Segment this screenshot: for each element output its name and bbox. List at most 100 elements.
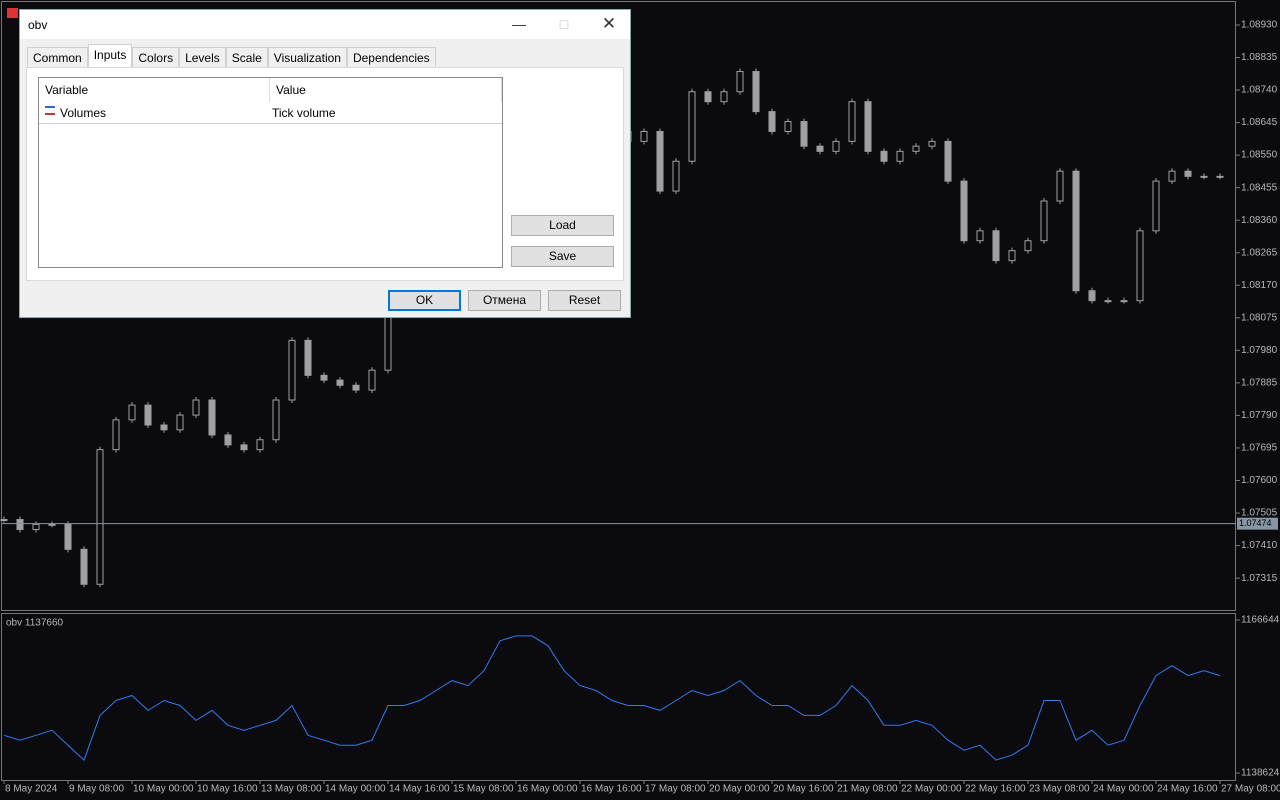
dialog: obv — □ ✕ Common Inputs Colors Levels Scale V… [19,9,631,318]
x-tick-label: 14 May 00:00 [325,784,386,795]
y-tick-label: 1138624 [1241,768,1280,779]
current-price-box [1237,517,1278,530]
candle-body [144,404,152,426]
title-bar: obv — □ ✕ [20,10,630,39]
value-cell[interactable]: Tick volume [272,106,336,120]
y-tick-label: 1.08835 [1241,52,1278,63]
y-tick-label: 1.08550 [1241,150,1278,161]
candle-body [656,130,664,192]
candle-body [880,150,888,162]
y-tick-label: 1.07980 [1241,345,1278,356]
candle-body [64,523,72,550]
x-tick-label: 24 May 00:00 [1093,784,1154,795]
candle-body [368,369,376,391]
candle-body [672,160,680,192]
x-tick-label: 13 May 08:00 [261,784,322,795]
candle-body [352,384,360,391]
load-button[interactable]: Load [511,215,614,236]
candle-body [256,439,264,451]
candle-body [688,91,696,162]
tab[interactable]: Dependencies [346,47,436,68]
indicator-pane-frame [1,613,1236,781]
candle-body [1136,230,1144,302]
tab[interactable]: Scale [225,47,268,68]
chart-icon [7,8,18,18]
obv-line [3,635,1221,761]
candle-body [768,111,776,132]
candle-body [1184,170,1192,177]
x-tick-label: 10 May 00:00 [133,784,194,795]
x-tick-label: 23 May 08:00 [1029,784,1090,795]
candle-body [1216,175,1224,178]
y-tick-label: 1.07505 [1241,508,1278,519]
x-tick-label: 20 May 16:00 [773,784,834,795]
column-header[interactable]: Value [270,78,502,102]
y-tick-label: 1.08360 [1241,215,1278,226]
y-tick-label: 1.08265 [1241,247,1278,258]
minimize[interactable]: — [512,16,526,32]
candle-body [1152,180,1160,232]
candle-body [224,434,232,446]
x-tick-label: 10 May 16:00 [197,784,258,795]
candle-body [896,150,904,162]
tab[interactable]: Common [27,47,88,68]
y-tick-label: 1.07790 [1241,410,1278,421]
tab[interactable]: Visualization [267,47,347,68]
x-tick-label: 20 May 00:00 [709,784,770,795]
candle-body [1120,300,1128,303]
candle-body [1104,300,1112,303]
y-tick-label: 1.08740 [1241,85,1278,96]
candle-body [160,424,168,431]
candle-body [992,230,1000,262]
candle-body [848,101,856,142]
save-button[interactable]: Save [511,246,614,267]
candle-body [784,121,792,132]
reset-button[interactable]: Reset [548,290,621,311]
x-tick-label: 27 May 08:00 [1221,784,1280,795]
candle-body [304,339,312,376]
candle-body [752,71,760,113]
cancel-button[interactable]: Отмена [468,290,541,311]
x-tick-label: 9 May 08:00 [69,784,124,795]
candle-body [912,145,920,152]
y-tick-label: 1.07695 [1241,443,1278,454]
y-tick-label: 1.07885 [1241,378,1278,389]
y-tick-label: 1.07315 [1241,573,1278,584]
candle-body [720,91,728,103]
tab[interactable]: Inputs [87,44,133,68]
candle-body [0,519,8,522]
tab[interactable]: Colors [132,47,180,68]
candle-body [1056,170,1064,202]
candle-body [704,91,712,103]
candle-body [816,145,824,152]
candle-body [176,414,184,431]
x-tick-label: 21 May 08:00 [837,784,898,795]
column-header[interactable]: Variable [39,78,270,102]
candle-body [272,399,280,441]
candle-body [1008,250,1016,262]
y-tick-label: 1.07600 [1241,475,1278,486]
indicator-label: obv 1137660 [6,618,64,629]
y-tick-label: 1.08930 [1241,20,1278,31]
candle-body [1168,170,1176,182]
y-tick-label: 1166644 [1241,615,1280,626]
x-tick-label: 8 May 2024 [5,784,58,795]
candle-body [320,374,328,381]
y-tick-label: 1.07410 [1241,540,1278,551]
table-row[interactable]: Volumes Tick volume [39,102,502,124]
tab[interactable]: Levels [179,47,226,68]
x-tick-label: 14 May 16:00 [389,784,450,795]
current-price-label: 1.07474 [1239,518,1272,528]
candle-body [336,379,344,386]
x-tick-label: 22 May 00:00 [901,784,962,795]
tab-panel: Variable Value Volumes Tick volume Load … [26,67,624,281]
candle-body [736,71,744,93]
ok-button[interactable]: OK [388,290,461,311]
y-tick-label: 1.08170 [1241,280,1278,291]
x-tick-label: 24 May 16:00 [1157,784,1218,795]
y-tick-label: 1.08075 [1241,312,1278,323]
close[interactable]: ✕ [601,14,617,33]
maximize[interactable]: □ [559,16,569,32]
inputs-table: Variable Value Volumes Tick volume [38,77,503,268]
